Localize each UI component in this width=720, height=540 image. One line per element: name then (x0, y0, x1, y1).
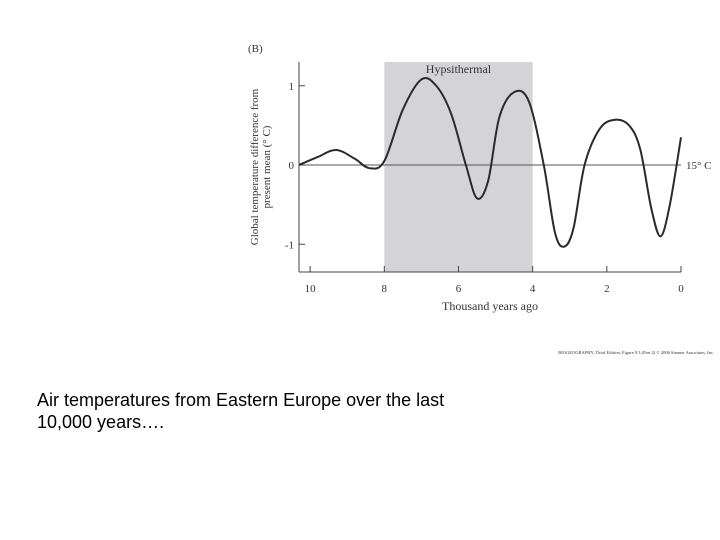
reference-label: 15° C (686, 160, 712, 172)
x-tick-label: 6 (456, 283, 462, 295)
temperature-line (298, 76, 682, 248)
y-axis-label: present mean (° C) (261, 125, 273, 208)
panel-label: (B) (248, 43, 263, 55)
y-tick-label: -1 (285, 239, 294, 251)
caption: Air temperatures from Eastern Europe ove… (37, 390, 445, 432)
x-tick-label: 8 (382, 283, 388, 295)
x-tick-label: 0 (678, 283, 684, 295)
x-tick-label: 2 (604, 283, 610, 295)
x-tick-label: 10 (305, 283, 317, 295)
y-tick-label: 1 (289, 81, 295, 93)
y-axis-label: Global temperature difference from (249, 88, 261, 245)
credit: BIOGEOGRAPHY, Third Edition, Figure 9.3 … (558, 350, 714, 356)
shade-band (384, 62, 533, 272)
shade-label: Hypsithermal (426, 62, 492, 76)
y-tick-label: 0 (289, 160, 295, 172)
x-tick-label: 4 (530, 283, 536, 295)
x-axis-label: Thousand years ago (442, 299, 538, 313)
